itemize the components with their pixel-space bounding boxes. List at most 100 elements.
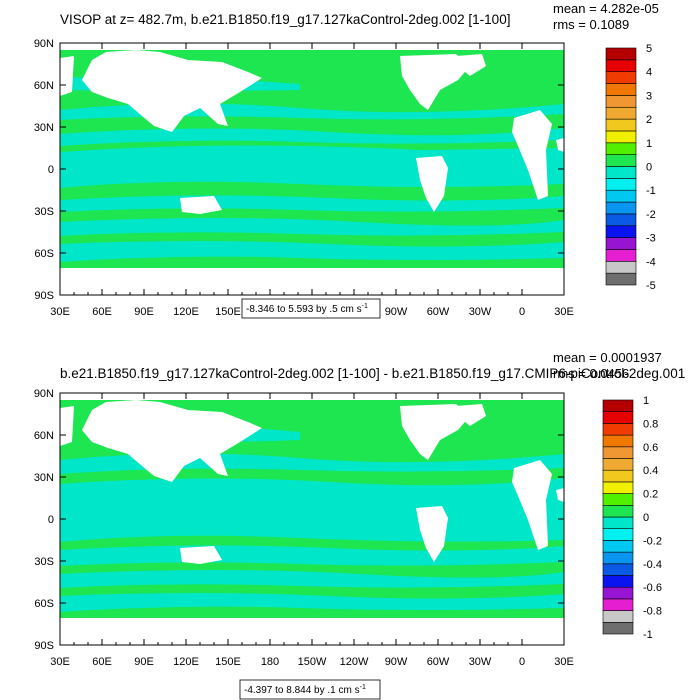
colorbar-swatch	[605, 272, 637, 286]
colorbar-swatch	[602, 528, 634, 541]
colorbar-label: 0.6	[643, 442, 658, 454]
y-tick-label: 90N	[34, 388, 54, 400]
x-tick-label: 120E	[173, 656, 199, 668]
y-tick-label: 30S	[34, 206, 54, 218]
colorbar-swatch	[605, 71, 637, 84]
colorbar-swatch	[605, 225, 637, 238]
colorbar-label: -3	[646, 233, 656, 245]
colorbar-swatch	[605, 213, 637, 227]
colorbar-swatch	[605, 130, 637, 144]
panel-bottom-axes: 30E 60E 90E 120E 150E 180 150W 120W 90W 60W 30W 0 30…	[34, 388, 574, 668]
colorbar-swatch	[602, 434, 634, 448]
colorbar-swatch	[605, 106, 637, 120]
y-tick-label: 90S	[34, 290, 54, 302]
colorbar-swatch	[605, 260, 637, 274]
panel-top: VISOP at z= 482.7m, b.e21.B1850.f19_g17.…	[34, 1, 659, 319]
colorbar-label: 0.8	[643, 418, 658, 430]
x-tick-label: 0	[519, 306, 525, 318]
panel-top-note-box	[241, 298, 381, 319]
colorbar-swatch	[602, 458, 634, 471]
panel-bottom-contour-note: -4.397 to 8.844 by .1 cm s-1	[244, 684, 366, 696]
panel-top-mean: mean = 4.282e-05	[553, 1, 659, 16]
colorbar-label: 4	[646, 67, 652, 79]
colorbar-label: -2	[646, 209, 656, 221]
colorbar-swatch	[602, 423, 634, 436]
colorbar-swatch	[605, 237, 637, 250]
colorbar-swatch	[605, 95, 637, 108]
colorbar-swatch	[605, 59, 637, 72]
colorbar-swatch	[602, 399, 634, 412]
colorbar-swatch	[602, 610, 634, 623]
y-tick-label: 90N	[34, 38, 54, 50]
colorbar-swatch	[605, 178, 637, 191]
colorbar-swatch	[605, 47, 637, 61]
x-tick-label: 180	[261, 656, 279, 668]
x-tick-label: 150E	[215, 306, 241, 318]
x-tick-label: 30E	[554, 656, 574, 668]
panel-top-contour-note: -8.346 to 5.593 by .5 cm s-1	[246, 303, 368, 315]
colorbar-swatch	[605, 142, 637, 155]
colorbar-label: 0.2	[643, 489, 658, 501]
colorbar-swatch	[605, 118, 637, 132]
colorbar-swatch	[605, 166, 637, 179]
colorbar-label: -0.8	[643, 606, 662, 618]
colorbar-swatch	[602, 446, 634, 459]
colorbar-swatch	[602, 586, 634, 600]
panel-bottom-rms: rms = 0.0456	[553, 366, 629, 381]
panel-bottom-map	[60, 393, 564, 645]
colorbar-label: 1	[643, 395, 649, 407]
colorbar-label: -1	[643, 629, 653, 641]
y-tick-label: 30S	[34, 556, 54, 568]
y-tick-label: 0	[48, 164, 54, 176]
colorbar-swatch	[605, 189, 637, 203]
colorbar-swatch	[602, 563, 634, 576]
x-tick-label: 30W	[469, 656, 492, 668]
x-tick-label: 0	[519, 656, 525, 668]
colorbar-swatch	[605, 154, 637, 167]
panel-top-colorbar: 5 4 3 2 1 0 -1 -2 -3 -4 -5	[605, 43, 656, 292]
x-tick-label: 60W	[427, 656, 450, 668]
colorbar-label: -0.4	[643, 559, 662, 571]
colorbar-swatch	[605, 249, 637, 262]
panel-bottom-mean: mean = 0.0001937	[553, 350, 662, 365]
panel-bottom-note-box	[239, 679, 381, 700]
x-tick-label: 30E	[50, 306, 70, 318]
panel-bottom-colorbar: 1 0.8 0.6 0.4 0.2 0 -0.2 -0.4 -0.6 -0.8 -1	[602, 395, 662, 641]
panel-top-title: VISOP at z= 482.7m, b.e21.B1850.f19_g17.…	[60, 12, 510, 27]
colorbar-swatch	[602, 493, 634, 506]
colorbar-swatch	[605, 201, 637, 215]
colorbar-label: -0.6	[643, 582, 662, 594]
x-tick-label: 90E	[134, 656, 154, 668]
colorbar-swatch	[605, 83, 637, 96]
colorbar-label: 0	[643, 512, 649, 524]
panel-bottom-title: b.e21.B1850.f19_g17.127kaControl-2deg.00…	[60, 366, 685, 381]
colorbar-label: -4	[646, 256, 656, 268]
y-tick-label: 60N	[34, 430, 54, 442]
colorbar-swatch	[602, 540, 634, 553]
colorbar-label: 3	[646, 90, 652, 102]
colorbar-swatch	[602, 516, 634, 529]
x-tick-label: 90W	[385, 656, 408, 668]
x-tick-label: 120W	[340, 656, 369, 668]
colorbar-swatch	[602, 575, 634, 588]
colorbar-swatch	[602, 411, 634, 424]
colorbar-swatch	[602, 469, 634, 483]
panel-top-rms: rms = 0.1089	[553, 17, 629, 32]
colorbar-label: -5	[646, 280, 656, 292]
y-tick-label: 30N	[34, 122, 54, 134]
x-tick-label: 60W	[427, 306, 450, 318]
y-tick-label: 90S	[34, 640, 54, 652]
x-tick-label: 150W	[298, 656, 327, 668]
x-tick-label: 90E	[134, 306, 154, 318]
colorbar-swatch	[602, 598, 634, 611]
colorbar-label: 1	[646, 138, 652, 150]
y-tick-label: 60N	[34, 80, 54, 92]
colorbar-label: 0.4	[643, 465, 658, 477]
y-tick-label: 60S	[34, 598, 54, 610]
y-tick-label: 0	[48, 514, 54, 526]
colorbar-label: 2	[646, 114, 652, 126]
colorbar-label: 5	[646, 43, 652, 55]
land-mask	[60, 43, 564, 295]
colorbar-label: -0.2	[643, 535, 662, 547]
panel-top-map	[60, 43, 564, 295]
